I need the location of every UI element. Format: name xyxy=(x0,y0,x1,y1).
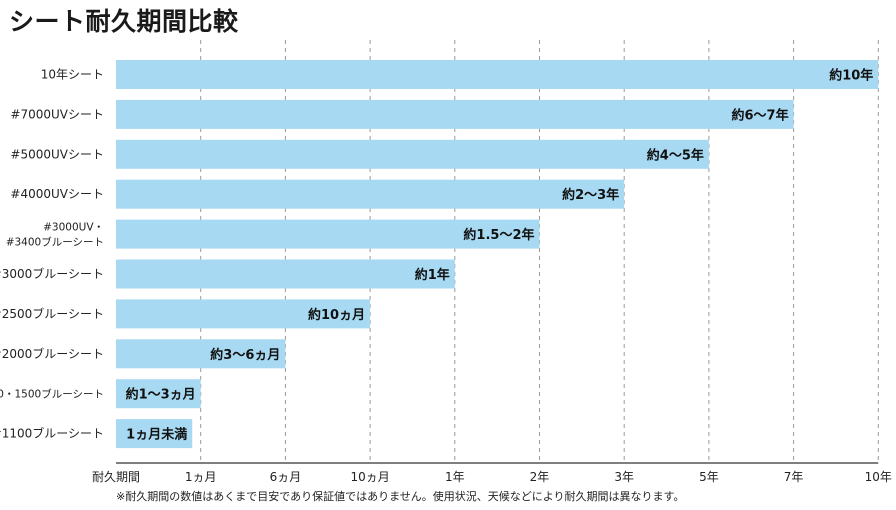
bar xyxy=(116,259,455,289)
x-tick-label: 2年 xyxy=(530,470,550,484)
category-label: #5000UVシート xyxy=(10,147,104,161)
chart-title: シート耐久期間比較 xyxy=(9,7,239,36)
x-tick-label: 10ヵ月 xyxy=(350,470,389,484)
data-label: 約1.5〜2年 xyxy=(463,227,534,243)
bar xyxy=(116,339,286,369)
bar xyxy=(116,99,794,129)
bar xyxy=(116,419,193,449)
bar xyxy=(116,60,879,89)
bar xyxy=(116,219,540,249)
x-tick-label: 1年 xyxy=(445,470,465,484)
bar xyxy=(116,379,201,409)
category-label: #2000ブルーシート xyxy=(0,346,104,361)
x-tick-label: 3年 xyxy=(614,470,634,484)
bar xyxy=(116,139,709,169)
data-label: 約3〜6ヵ月 xyxy=(210,347,280,363)
x-tick-label: 10年 xyxy=(865,470,892,484)
category-label: #1100ブルーシート xyxy=(0,426,104,441)
data-label: 1ヵ月未満 xyxy=(126,427,187,443)
category-label: #3000UV・#3400ブルーシート xyxy=(6,222,104,249)
category-label: 10年シート xyxy=(41,68,104,82)
data-label: 約10ヵ月 xyxy=(308,307,365,323)
bar xyxy=(116,299,371,329)
data-label: 約4〜5年 xyxy=(647,147,704,163)
data-label: 約1年 xyxy=(415,267,450,283)
footnote: ※耐久期間の数値はあくまで目安であり保証値ではありません。使用状況、天候などによ… xyxy=(116,490,685,503)
x-axis-label: 耐久期間 xyxy=(92,470,140,484)
category-label: #7000UVシート xyxy=(10,107,104,121)
x-tick-label: 6ヵ月 xyxy=(270,470,302,484)
data-label: 約6〜7年 xyxy=(732,107,789,123)
bar xyxy=(116,179,625,209)
data-label: 約1〜3ヵ月 xyxy=(126,387,196,403)
category-label: #2500ブルーシート xyxy=(0,306,104,321)
category-label: #3000ブルーシート xyxy=(0,266,104,281)
category-label: #4000UVシート xyxy=(10,187,104,201)
x-tick-label: 5年 xyxy=(699,470,719,484)
x-tick-label: 7年 xyxy=(784,470,804,484)
data-label: 約2〜3年 xyxy=(562,187,619,203)
x-tick-label: 1ヵ月 xyxy=(185,470,217,484)
category-label: #1300・1500ブルーシート xyxy=(0,388,104,401)
data-label: 約10年 xyxy=(829,68,873,84)
